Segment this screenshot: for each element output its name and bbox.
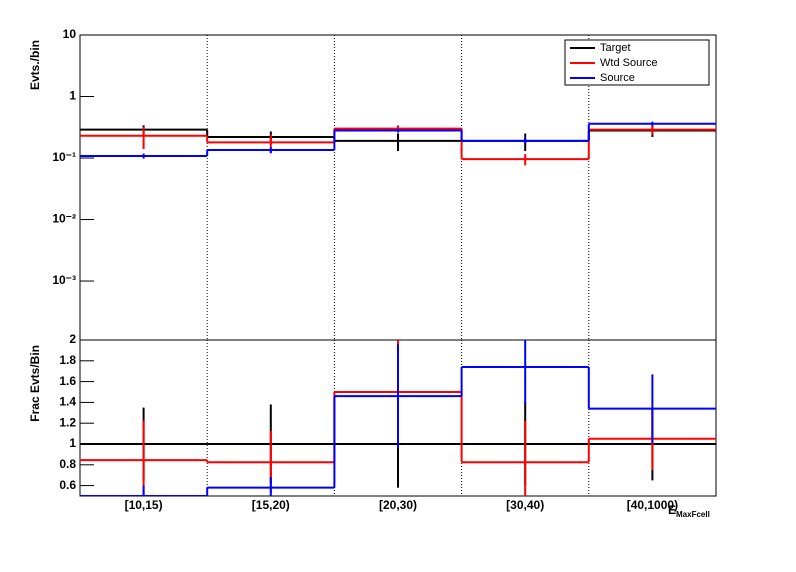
x-axis-label-sub: MaxFcell <box>676 510 710 519</box>
y-tick-label: 10⁻³ <box>52 273 76 287</box>
y-tick-label: 10⁻¹ <box>52 150 76 164</box>
x-tick-label: [15,20) <box>252 498 290 512</box>
series-layer <box>80 121 716 166</box>
y-tick-label: 0.8 <box>59 457 76 471</box>
y-axis-label: Frac Evts/Bin <box>28 345 42 422</box>
series-layer <box>80 340 716 496</box>
y-tick-label: 1.4 <box>59 395 76 409</box>
x-tick-label: [10,15) <box>125 498 163 512</box>
legend-label: Wtd Source <box>600 57 657 69</box>
x-axis-label-main: E <box>668 503 676 517</box>
legend-label: Source <box>600 72 635 84</box>
y-tick-label: 10⁻² <box>52 212 76 226</box>
y-tick-label: 0.6 <box>59 478 76 492</box>
x-tick-label: [20,30) <box>379 498 417 512</box>
x-axis-label: EMaxFcell <box>668 503 710 519</box>
y-tick-label: 1.6 <box>59 374 76 388</box>
y-axis-label: Evts./bin <box>28 40 42 90</box>
y-tick-label: 1.2 <box>59 415 76 429</box>
y-tick-label: 1 <box>69 89 76 103</box>
y-tick-label: 1.8 <box>59 353 76 367</box>
legend-label: Target <box>600 42 631 54</box>
x-tick-label: [30,40) <box>506 498 544 512</box>
y-tick-label: 1 <box>69 436 76 450</box>
y-tick-label: 2 <box>69 332 76 346</box>
x-tick-label: [40,1000) <box>627 498 678 512</box>
y-tick-label: 10 <box>63 27 77 41</box>
